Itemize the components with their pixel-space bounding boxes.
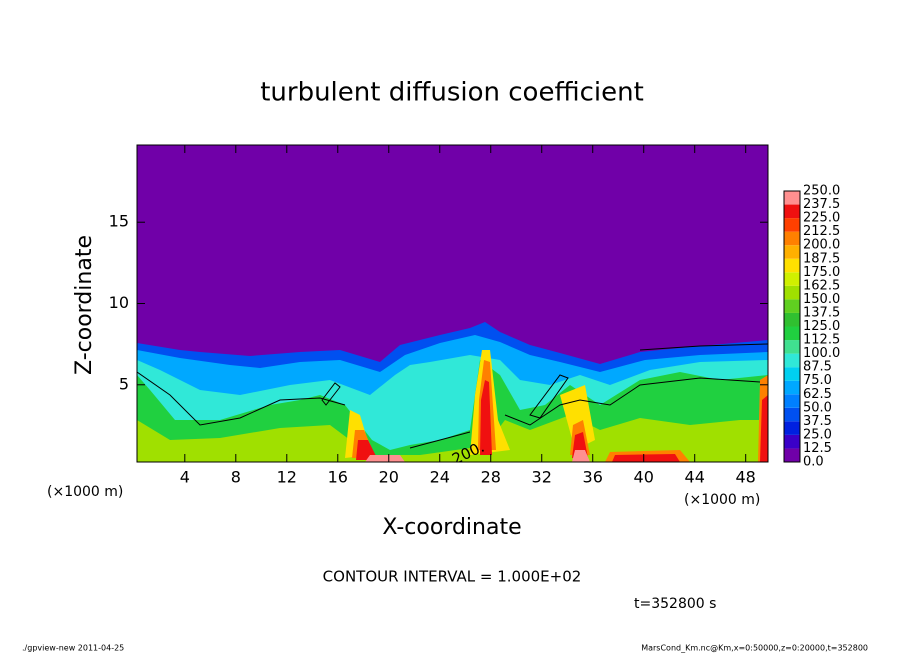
- colorbar-swatch: [784, 394, 800, 408]
- chart-title: turbulent diffusion coefficient: [260, 78, 644, 108]
- x-tick-label: 20: [379, 468, 399, 487]
- colorbar-label: 250.0: [803, 184, 840, 199]
- colorbar-label: 12.5: [803, 441, 832, 456]
- field: 200.: [137, 145, 768, 462]
- x-tick-label: 16: [328, 468, 348, 487]
- footer-right: MarsCond_Km.nc@Km,x=0:50000,z=0:20000,t=…: [641, 644, 868, 653]
- colorbar-swatch: [784, 204, 800, 219]
- colorbar-swatch: [784, 407, 800, 422]
- colorbar-label: 25.0: [803, 427, 832, 442]
- contour-interval: CONTOUR INTERVAL = 1.000E+02: [323, 568, 582, 586]
- colorbar-label: 125.0: [803, 319, 840, 334]
- y-axis-label: Z-coordinate: [72, 235, 97, 375]
- colorbar-swatch: [784, 326, 800, 341]
- y-tick-label: 15: [109, 212, 129, 231]
- colorbar-swatch: [784, 285, 800, 300]
- colorbar-swatch: [784, 434, 800, 449]
- contour-fill: [137, 415, 768, 462]
- x-unit: (×1000 m): [684, 492, 760, 508]
- x-tick-label: 48: [736, 468, 756, 487]
- colorbar-swatch: [784, 272, 800, 286]
- contour-line: [529, 374, 569, 419]
- contour-line: [321, 382, 341, 406]
- contour-line: [409, 431, 471, 449]
- colorbar-label: 75.0: [803, 373, 832, 388]
- x-tick-label: 32: [532, 468, 552, 487]
- colorbar-label: 37.5: [803, 414, 832, 429]
- colorbar-swatch: [784, 340, 800, 354]
- x-axis-label: X-coordinate: [382, 515, 521, 540]
- contour-line: [137, 371, 346, 426]
- colorbar-label: 237.5: [803, 197, 840, 212]
- colorbar-label: 212.5: [803, 224, 840, 239]
- colorbar-label: 225.0: [803, 211, 840, 226]
- colorbar-label: 50.0: [803, 400, 832, 415]
- y-tick-label: 10: [109, 293, 129, 312]
- x-tick-label: 24: [430, 468, 450, 487]
- colorbar-label: 137.5: [803, 305, 840, 320]
- contour-fill: [365, 450, 590, 462]
- x-tick-label: 28: [481, 468, 501, 487]
- colorbar-label: 150.0: [803, 292, 840, 307]
- time-label: t=352800 s: [634, 596, 716, 612]
- colorbar-label: 100.0: [803, 346, 840, 361]
- colorbar-swatch: [784, 353, 800, 368]
- x-tick-label: 44: [685, 468, 705, 487]
- colorbar-swatch: [784, 312, 800, 327]
- x-tick-label: 40: [634, 468, 654, 487]
- colorbar-swatch: [784, 448, 800, 462]
- x-tick-label: 36: [583, 468, 603, 487]
- colorbar-label: 87.5: [803, 360, 832, 375]
- colorbar-label: 162.5: [803, 278, 840, 293]
- footer-left: ./gpview-new 2011-04-25: [22, 644, 124, 653]
- colorbar-swatch: [784, 191, 800, 205]
- x-tick-label: 12: [277, 468, 297, 487]
- colorbar-swatch: [784, 421, 800, 435]
- colorbar-frame: [783, 190, 801, 463]
- colorbar-label: 0.0: [803, 455, 824, 470]
- contour-line: [639, 343, 768, 351]
- colorbar-label: 175.0: [803, 265, 840, 280]
- colorbar-swatch: [784, 258, 800, 273]
- colorbar-label: 112.5: [803, 333, 840, 348]
- contour-line: [504, 377, 761, 426]
- x-tick-label: 8: [231, 468, 241, 487]
- colorbar-swatch: [784, 231, 800, 246]
- colorbar-swatch: [784, 380, 800, 395]
- colorbar-label: 200.0: [803, 238, 840, 253]
- colorbar-swatch: [784, 367, 800, 381]
- colorbar-swatch: [784, 245, 800, 259]
- colorbar-swatch: [784, 218, 800, 232]
- x-tick-label: 4: [180, 468, 190, 487]
- y-unit: (×1000 m): [47, 484, 123, 500]
- y-tick-label: 5: [119, 374, 129, 393]
- colorbar-label: 62.5: [803, 387, 832, 402]
- colorbar-swatch: [784, 299, 800, 313]
- colorbar-label: 187.5: [803, 251, 840, 266]
